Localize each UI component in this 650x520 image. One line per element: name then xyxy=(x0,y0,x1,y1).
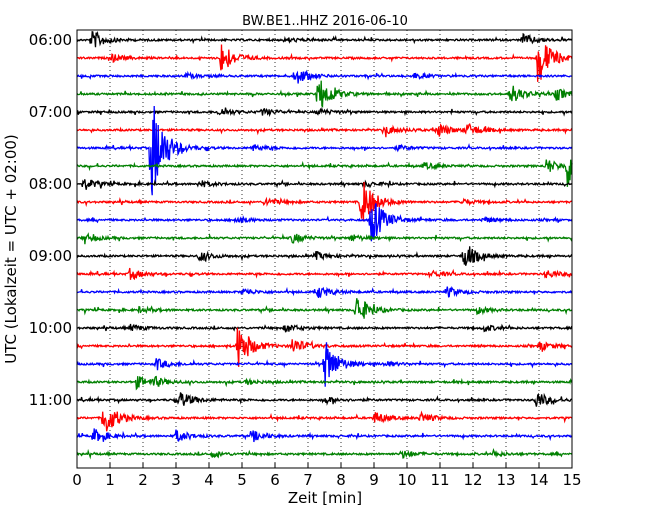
x-tick-label: 2 xyxy=(138,471,148,489)
x-tick-label: 14 xyxy=(529,471,548,489)
x-tick-label: 11 xyxy=(430,471,449,489)
seismic-trace-1100 xyxy=(76,392,572,407)
seismic-trace-0945 xyxy=(77,298,573,319)
y-tick-label: 09:00 xyxy=(29,247,72,265)
seismic-trace-1130 xyxy=(76,428,573,443)
seismic-trace-0845 xyxy=(76,232,573,245)
seismic-trace-0700 xyxy=(76,106,573,118)
seismic-trace-0745 xyxy=(76,159,573,187)
chart-title: BW.BE1..HHZ 2016-06-10 xyxy=(242,14,408,29)
y-axis-ticks: 06:00 07:00 08:00 09:00 10:00 11:00 xyxy=(29,31,82,409)
x-tick-label: 10 xyxy=(397,471,416,489)
seismic-trace-1000 xyxy=(76,323,573,333)
seismic-trace-1045 xyxy=(76,375,573,391)
plot-frame xyxy=(76,29,573,469)
seismic-traces xyxy=(76,30,573,460)
x-axis-label: Zeit [min] xyxy=(288,489,362,507)
x-tick-label: 7 xyxy=(303,471,313,489)
x-tick-label: 12 xyxy=(463,471,482,489)
seismic-trace-0930 xyxy=(76,285,573,299)
x-tick-label: 6 xyxy=(270,471,280,489)
x-tick-label: 15 xyxy=(562,471,581,489)
y-tick-label: 11:00 xyxy=(29,391,72,409)
x-tick-label: 3 xyxy=(171,471,181,489)
seismic-trace-0815 xyxy=(76,181,573,222)
seismic-trace-0730 xyxy=(76,105,573,196)
seismic-trace-0715 xyxy=(76,122,573,138)
seismic-trace-0900 xyxy=(76,246,573,266)
seismic-trace-0615 xyxy=(76,44,573,82)
y-axis-label: UTC (Lokalzeit = UTC + 02:00) xyxy=(2,134,20,364)
seismic-trace-1145 xyxy=(76,447,573,460)
seismic-trace-1115 xyxy=(77,410,573,432)
x-tick-label: 0 xyxy=(72,471,82,489)
x-tick-label: 4 xyxy=(204,471,214,489)
x-tick-label: 1 xyxy=(105,471,115,489)
seismic-trace-0600 xyxy=(76,30,573,48)
seismic-trace-1015 xyxy=(76,327,573,367)
x-tick-label: 9 xyxy=(369,471,379,489)
seismic-trace-0915 xyxy=(76,267,573,281)
seismic-trace-0830 xyxy=(76,203,573,242)
y-tick-label: 07:00 xyxy=(29,103,72,121)
x-axis-ticks: 0 1 2 3 4 5 6 7 8 9 10 11 12 13 14 15 xyxy=(72,463,582,489)
x-tick-label: 5 xyxy=(237,471,247,489)
y-tick-label: 10:00 xyxy=(29,319,72,337)
seismic-trace-1030 xyxy=(76,342,573,387)
y-tick-label: 08:00 xyxy=(29,175,72,193)
y-tick-label: 06:00 xyxy=(29,31,72,49)
seismic-trace-0630 xyxy=(76,69,573,84)
seismic-trace-0645 xyxy=(76,80,573,108)
x-tick-label: 13 xyxy=(496,471,515,489)
seismic-trace-0800 xyxy=(76,179,573,190)
x-tick-label: 8 xyxy=(336,471,346,489)
